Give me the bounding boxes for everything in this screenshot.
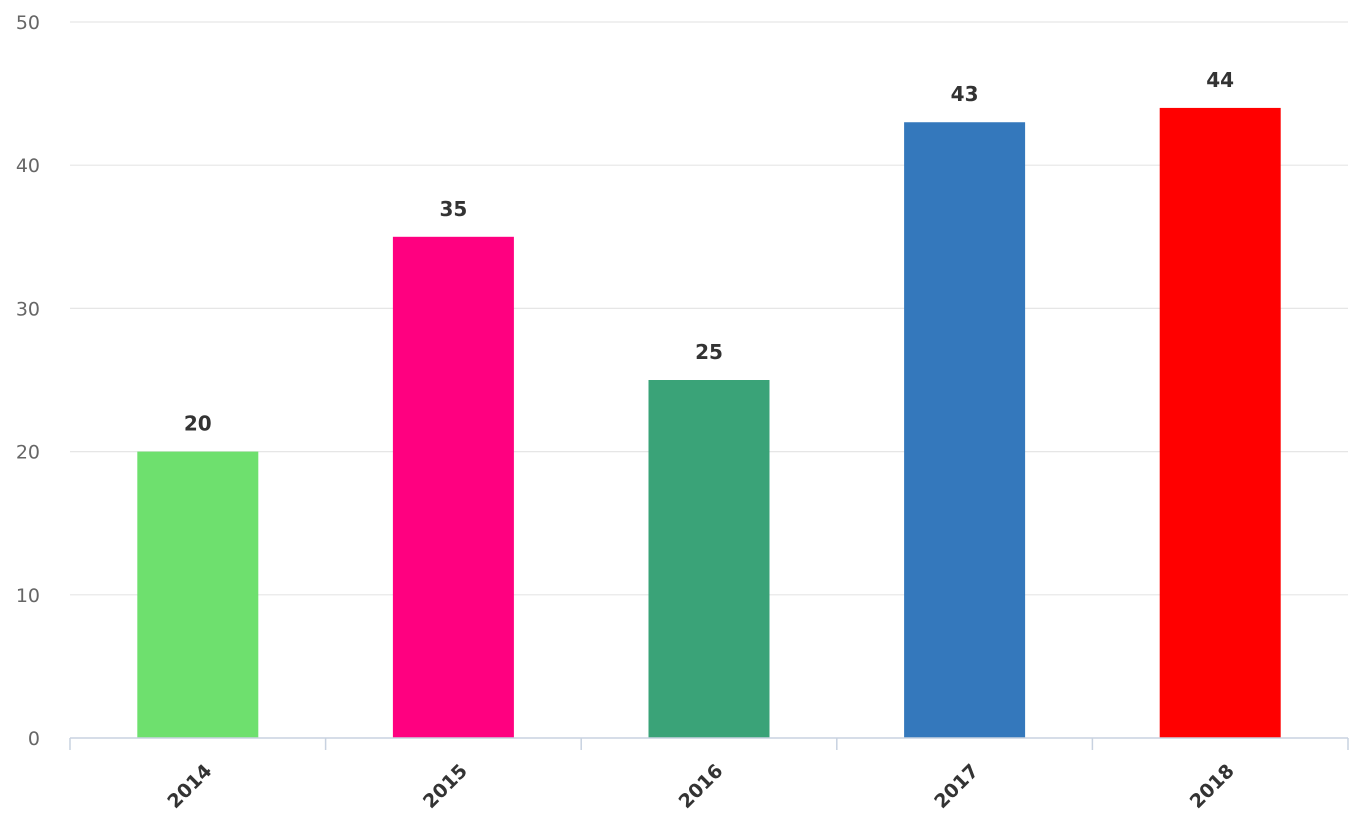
data-label-2014: 20 bbox=[184, 412, 212, 436]
bar-2018[interactable] bbox=[1159, 107, 1281, 739]
bar-2015[interactable] bbox=[392, 236, 514, 739]
x-tick-label-2015: 2015 bbox=[419, 760, 472, 813]
y-tick-label: 10 bbox=[16, 585, 40, 607]
data-label-2017: 43 bbox=[951, 82, 979, 106]
bar-2016[interactable] bbox=[648, 380, 770, 738]
bar-2014[interactable] bbox=[137, 451, 259, 738]
bars bbox=[137, 107, 1281, 739]
y-tick-label: 40 bbox=[16, 155, 40, 177]
gridlines bbox=[70, 21, 1348, 596]
y-tick-label: 30 bbox=[16, 298, 40, 320]
data-labels: 20 35 25 43 44 bbox=[184, 68, 1234, 436]
data-label-2018: 44 bbox=[1206, 68, 1234, 92]
data-label-2016: 25 bbox=[695, 340, 723, 364]
y-tick-label: 0 bbox=[28, 728, 40, 750]
bar-2017[interactable] bbox=[904, 122, 1026, 739]
x-axis-tick-labels: 2014 2015 2016 2017 2018 bbox=[163, 760, 1238, 813]
y-axis-tick-labels: 0 10 20 30 40 50 bbox=[16, 12, 40, 750]
x-tick-label-2018: 2018 bbox=[1186, 760, 1239, 813]
x-tick-label-2014: 2014 bbox=[163, 760, 216, 813]
x-tick-label-2016: 2016 bbox=[675, 760, 728, 813]
x-axis bbox=[69, 737, 1349, 750]
data-label-2015: 35 bbox=[439, 197, 467, 221]
x-tick-label-2017: 2017 bbox=[930, 760, 983, 813]
y-tick-label: 50 bbox=[16, 12, 40, 34]
y-tick-label: 20 bbox=[16, 442, 40, 464]
